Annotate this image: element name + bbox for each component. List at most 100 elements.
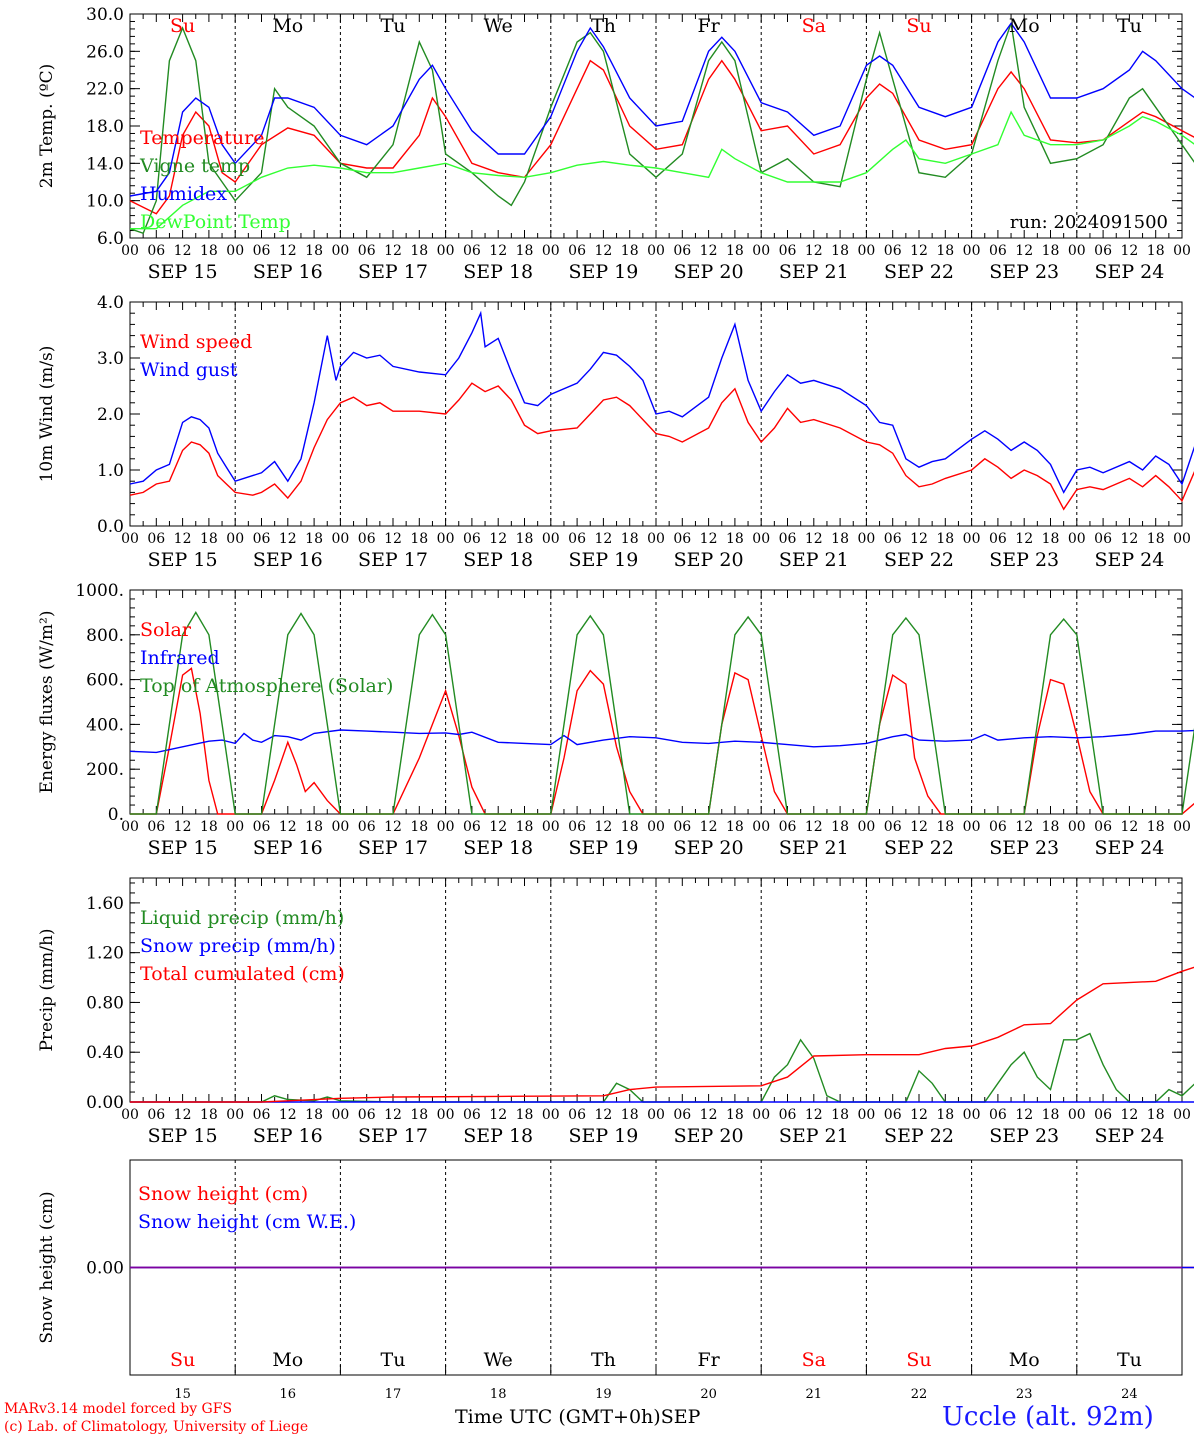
hour-tick-label: 06 (463, 243, 481, 259)
hour-tick-label: 06 (463, 1107, 481, 1123)
legend-entry: Wind speed (140, 331, 252, 353)
hour-tick-label: 18 (305, 1107, 323, 1123)
hour-tick-label: 12 (700, 531, 718, 547)
hour-tick-label: 00 (647, 1107, 665, 1123)
date-label: SEP 24 (1094, 837, 1164, 859)
hour-tick-label: 06 (568, 819, 586, 835)
date-label: SEP 22 (884, 837, 954, 859)
legend-entry: Snow height (cm W.E.) (138, 1211, 356, 1233)
date-label: SEP 16 (253, 1125, 323, 1147)
location-label: Uccle (alt. 92m) (942, 1402, 1154, 1432)
hour-tick-label: 00 (437, 243, 455, 259)
hour-tick-label: 06 (147, 243, 165, 259)
y-tick-label: 0.00 (86, 1259, 124, 1279)
hour-tick-label: 00 (963, 819, 981, 835)
hour-tick-label: 00 (226, 531, 244, 547)
hour-tick-label: 12 (700, 1107, 718, 1123)
hour-tick-label: 06 (884, 243, 902, 259)
x-axis-label: Time UTC (GMT+0h) (455, 1406, 661, 1428)
hour-tick-label: 12 (489, 819, 507, 835)
hour-tick-label: 12 (279, 243, 297, 259)
hour-tick-label: 18 (621, 819, 639, 835)
hour-tick-label: 06 (253, 819, 271, 835)
y-tick-label: 3.0 (97, 349, 124, 369)
hour-tick-label: 00 (963, 531, 981, 547)
hour-tick-label: 06 (358, 243, 376, 259)
hour-tick-label: 18 (936, 531, 954, 547)
hour-tick-label: 18 (200, 819, 218, 835)
hour-tick-label: 00 (1173, 531, 1191, 547)
y-tick-label: 0. (108, 805, 124, 825)
hour-tick-label: 12 (1015, 819, 1033, 835)
date-label: SEP 18 (463, 549, 533, 571)
hour-tick-label: 00 (752, 1107, 770, 1123)
hour-tick-label: 06 (1094, 531, 1112, 547)
hour-tick-label: 18 (305, 243, 323, 259)
date-label: SEP 21 (779, 1125, 849, 1147)
hour-tick-label: 18 (726, 1107, 744, 1123)
hour-tick-label: 06 (1094, 243, 1112, 259)
day-of-week-label: We (484, 15, 513, 37)
hour-tick-label: 12 (384, 243, 402, 259)
day-of-week-label: Tu (381, 1349, 406, 1371)
date-label: SEP 16 (253, 261, 323, 283)
date-label: SEP 19 (568, 261, 638, 283)
panel-temperature: 6.0 10.0 14.0 18.0 22.0 26.0 30.0 2m Temp. (ºC)… (37, 5, 1194, 283)
hour-tick-label: 00 (437, 1107, 455, 1123)
day-of-week-label: We (484, 1349, 513, 1371)
hour-tick-label: 18 (621, 243, 639, 259)
hour-tick-label: 12 (594, 1107, 612, 1123)
hour-tick-label: 12 (489, 1107, 507, 1123)
hour-tick-label: 00 (857, 1107, 875, 1123)
hour-tick-label: 06 (1094, 1107, 1112, 1123)
hour-tick-label: 18 (200, 243, 218, 259)
hour-tick-label: 06 (779, 243, 797, 259)
hour-tick-label: 12 (805, 819, 823, 835)
hour-tick-label: 00 (752, 531, 770, 547)
y-axis-label: Energy fluxes (W/m²) (37, 611, 57, 794)
hour-tick-label: 18 (1147, 243, 1165, 259)
series-dewpoint-temp (130, 110, 1194, 230)
hour-tick-label: 18 (305, 819, 323, 835)
date-label: SEP 22 (884, 549, 954, 571)
date-label: SEP 19 (568, 837, 638, 859)
hour-tick-label: 18 (516, 531, 534, 547)
date-label: SEP 17 (358, 1125, 428, 1147)
date-label: SEP 15 (148, 549, 218, 571)
hour-tick-label: 18 (726, 531, 744, 547)
hour-tick-label: 18 (621, 1107, 639, 1123)
hour-tick-label: 00 (331, 1107, 349, 1123)
hour-tick-label: 06 (253, 1107, 271, 1123)
day-number-label: 22 (911, 1387, 928, 1402)
y-tick-label: 0.80 (86, 993, 124, 1013)
hour-tick-label: 12 (174, 819, 192, 835)
legend-entry: Wind gust (140, 359, 238, 381)
hour-tick-label: 12 (174, 1107, 192, 1123)
hour-tick-label: 18 (305, 531, 323, 547)
hour-tick-label: 18 (410, 243, 428, 259)
y-tick-label: 400. (86, 715, 124, 735)
day-of-week-label: Mo (272, 15, 303, 37)
series-wind-speed (129, 382, 1194, 511)
series-wind-gust (129, 310, 1194, 494)
hour-tick-label: 00 (752, 243, 770, 259)
hour-tick-label: 12 (700, 819, 718, 835)
day-number-label: 19 (595, 1387, 612, 1402)
day-number-label: 21 (806, 1387, 823, 1402)
hour-tick-label: 12 (910, 531, 928, 547)
day-of-week-label: Sa (802, 1349, 826, 1371)
date-label: SEP 22 (884, 1125, 954, 1147)
series-temperature (129, 59, 1194, 215)
legend-entry: Humidex (140, 183, 227, 205)
hour-tick-label: 06 (358, 1107, 376, 1123)
legend-entry: Infrared (140, 647, 220, 669)
hour-tick-label: 18 (726, 243, 744, 259)
hour-tick-label: 12 (805, 243, 823, 259)
hour-tick-label: 06 (253, 531, 271, 547)
y-axis-label: Precip (mm/h) (37, 928, 57, 1051)
day-of-week-label: Th (591, 15, 616, 37)
hour-tick-label: 00 (542, 819, 560, 835)
hour-tick-label: 12 (1015, 1107, 1033, 1123)
hour-tick-label: 06 (147, 819, 165, 835)
hour-tick-label: 00 (121, 1107, 139, 1123)
